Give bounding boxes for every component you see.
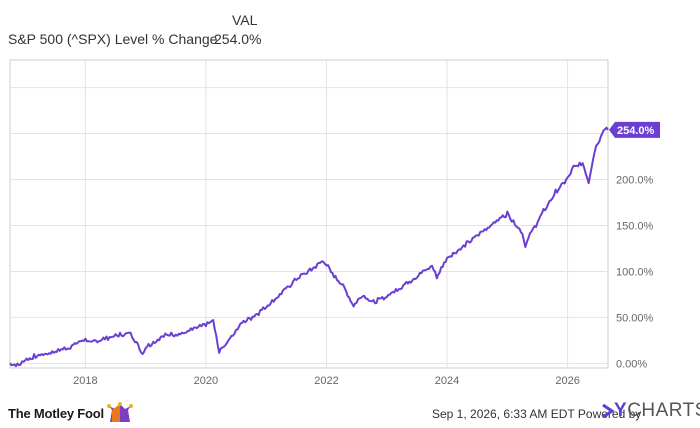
jester-hat-icon xyxy=(106,402,133,422)
brand-y: Y xyxy=(614,400,628,421)
x-tick-label: 2018 xyxy=(73,375,97,387)
y-tick-label: 100.0% xyxy=(616,266,654,278)
plot-area xyxy=(9,59,609,369)
x-tick-label: 2020 xyxy=(194,375,218,387)
timestamp-text: Sep 1, 2026, 6:33 AM EDT xyxy=(432,407,575,421)
end-value-badge-shape xyxy=(609,121,660,138)
ycharts-chevron-icon xyxy=(602,403,614,419)
logo-text: The Motley Fool xyxy=(8,405,104,421)
line-chart: 0.00% 50.00% 100.0% 150.0% 200.0% 2018 2020 202… xyxy=(9,59,660,387)
legend-series-name[interactable]: S&P 500 (^SPX) Level % Change xyxy=(8,31,218,47)
x-tick-label: 2022 xyxy=(314,375,338,387)
footer: The Motley Fool Sep 1, 2026, 6:33 AM EDT… xyxy=(0,398,700,428)
motley-fool-logo[interactable]: The Motley Fool xyxy=(8,401,133,425)
legend-column-header: VAL xyxy=(232,12,258,28)
y-tick-label: 0.00% xyxy=(616,358,647,370)
series-line xyxy=(9,126,609,368)
x-tick-label: 2024 xyxy=(435,375,459,387)
brand-rest: CHARTS xyxy=(627,400,700,421)
end-value-label: 254.0% xyxy=(617,125,655,137)
end-value-badge: 254.0% xyxy=(609,121,660,138)
ycharts-logo[interactable]: YCHARTS xyxy=(602,400,700,422)
y-tick-label: 50.00% xyxy=(616,312,654,324)
legend: VAL S&P 500 (^SPX) Level % Change 254.0% xyxy=(0,0,700,52)
y-tick-label: 150.0% xyxy=(616,220,654,232)
x-tick-label: 2026 xyxy=(555,375,579,387)
y-tick-label: 200.0% xyxy=(616,175,654,187)
legend-series-value: 254.0% xyxy=(214,31,262,47)
